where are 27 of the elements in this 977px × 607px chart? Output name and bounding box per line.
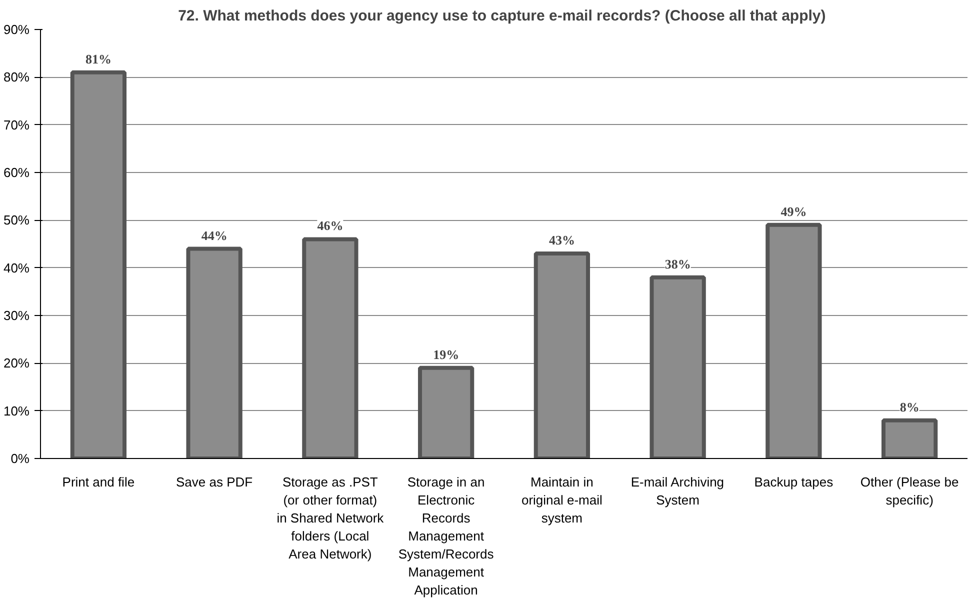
x-tick-label: Storage in an Electronic Records Management System/Records Management Application [398, 474, 494, 598]
x-tick-label: E-mail Archiving System [630, 474, 724, 508]
data-label: 8% [900, 399, 920, 414]
y-tick-label: 40% [3, 260, 30, 276]
data-label: 81% [85, 51, 112, 66]
y-tick-label: 20% [3, 356, 30, 371]
x-tick-label: Other (Please be specific) [860, 474, 959, 508]
y-tick-label: 70% [3, 117, 30, 132]
y-tick-label: 50% [3, 212, 30, 228]
y-tick-label: 10% [3, 403, 30, 418]
data-label: 19% [433, 346, 460, 362]
y-tick-label: 30% [3, 308, 30, 323]
data-label: 46% [317, 218, 344, 234]
data-label: 44% [201, 228, 228, 243]
y-tick-label: 90% [3, 22, 30, 37]
data-label: 49% [780, 204, 807, 219]
y-tick-label: 0% [10, 451, 30, 466]
data-label: 38% [664, 256, 691, 272]
x-tick-label: Print and file [62, 474, 135, 490]
data-label: 43% [548, 232, 575, 248]
chart-title: 72. What methods does your agency use to capture e-mail records? (Choose all that apply) [178, 8, 826, 24]
x-tick-label: Maintain in original e-mail system [521, 474, 603, 526]
y-tick-label: 60% [3, 165, 30, 180]
y-tick-label: 80% [3, 70, 30, 85]
x-tick-label: Backup tapes [754, 474, 834, 490]
x-tick-label: Storage as .PST (or other format) in Shared Network folders (Local Area Network) [276, 474, 384, 562]
x-tick-label: Save as PDF [176, 474, 253, 490]
